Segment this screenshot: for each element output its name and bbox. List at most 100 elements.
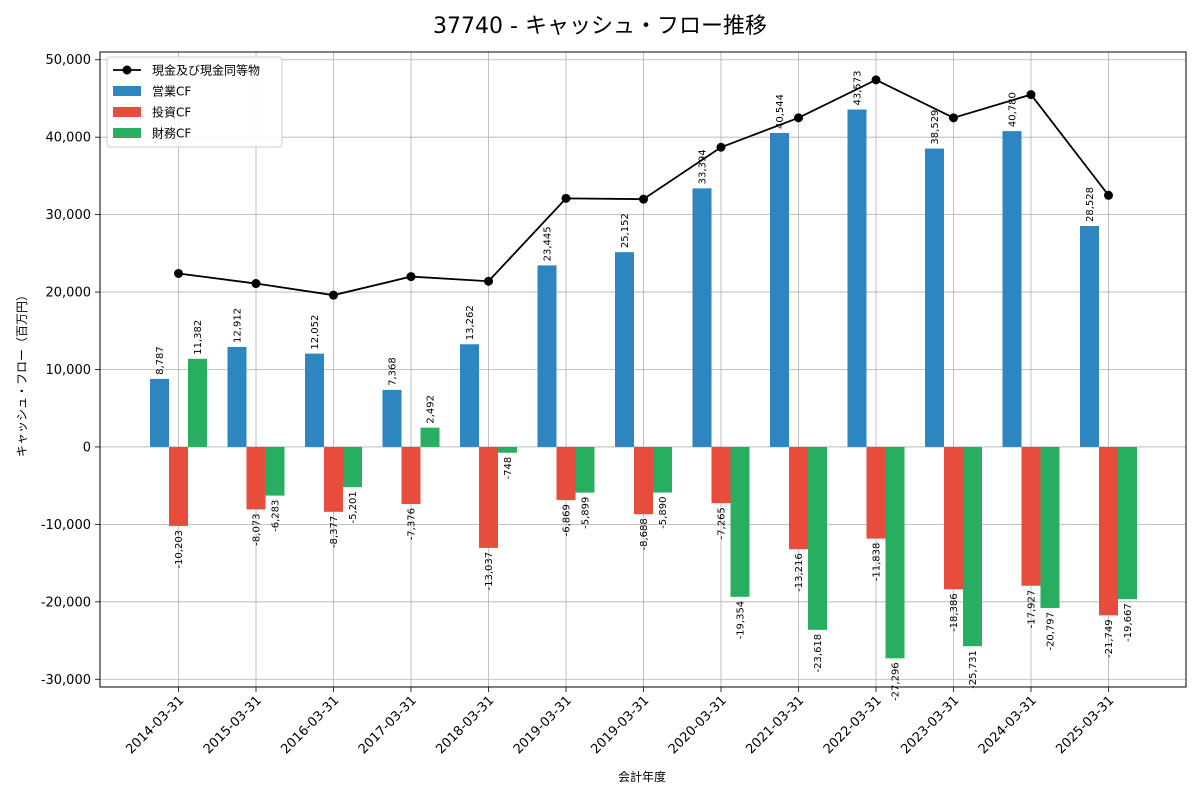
bar-investing-cf [479, 446, 498, 548]
data-label: 38,529 [930, 110, 941, 145]
y-tick-label: -10,000 [41, 518, 91, 533]
data-label: 25,152 [620, 213, 631, 248]
cash-equivalents-point [949, 113, 958, 123]
legend-label: 投資CF [152, 105, 191, 120]
data-label: -5,890 [658, 497, 669, 529]
bar-investing-cf [246, 446, 266, 510]
data-label: -21,749 [1104, 619, 1115, 658]
cash-equivalents-point [174, 268, 183, 278]
data-label: 33,394 [698, 149, 709, 184]
bar-financing-cf [498, 446, 517, 453]
data-label: 7,368 [388, 357, 399, 386]
data-label-layer: 8,787 12,912 12,052 7,368 13,262 23,445 25,152… [155, 71, 1134, 701]
data-label: -6,869 [562, 504, 573, 536]
legend-swatch [113, 107, 141, 117]
data-label: -13,037 [484, 552, 495, 591]
bar-investing-cf [789, 446, 808, 550]
bar-operating-cf [305, 353, 324, 447]
bar-financing-cf [1118, 446, 1137, 600]
legend-swatch-marker [122, 65, 132, 75]
cash-equivalents-point [639, 194, 648, 204]
bar-layer [150, 109, 1137, 659]
legend-label: 財務CF [152, 126, 191, 141]
bar-investing-cf [324, 446, 343, 512]
bar-financing-cf [653, 446, 672, 493]
legend-label: 営業CF [152, 85, 191, 99]
data-label: 2,492 [426, 395, 437, 424]
data-label: -19,354 [736, 601, 747, 640]
legend-label: 現金及び現金同等物 [152, 63, 260, 78]
cash-equivalents-point [484, 276, 493, 286]
y-tick-label: -20,000 [41, 595, 91, 610]
bar-investing-cf [169, 446, 188, 526]
data-label: 11,382 [193, 320, 204, 355]
x-axis-label: 会計年度 [618, 769, 666, 784]
data-label: 23,445 [543, 226, 554, 261]
bar-financing-cf [575, 446, 595, 493]
bar-operating-cf [382, 389, 402, 447]
legend-box [106, 56, 283, 148]
bar-investing-cf [866, 446, 886, 539]
bar-operating-cf [227, 346, 247, 447]
data-label: -5,201 [348, 491, 359, 523]
data-label: -13,216 [794, 553, 805, 592]
bar-investing-cf [944, 446, 963, 590]
data-label: -20,797 [1046, 612, 1057, 651]
y-tick-label: 50,000 [46, 53, 92, 68]
y-tick-label: 0 [83, 440, 91, 455]
y-tick-label: 30,000 [46, 208, 92, 223]
bar-operating-cf [537, 265, 557, 447]
y-tick-label: 10,000 [46, 363, 92, 378]
data-label: -7,376 [407, 508, 418, 540]
bar-operating-cf [1002, 131, 1022, 447]
data-label: 40,780 [1008, 92, 1019, 127]
data-label: -8,377 [329, 516, 340, 548]
data-label: -5,899 [581, 497, 592, 529]
data-label: -8,688 [639, 518, 650, 550]
data-label: 40,544 [775, 94, 786, 129]
bar-financing-cf [963, 446, 982, 647]
y-tick-label: -30,000 [41, 673, 91, 688]
data-label: -18,386 [949, 593, 960, 632]
data-label: -23,618 [813, 634, 824, 673]
data-label: 43,573 [853, 71, 864, 106]
bar-operating-cf [925, 148, 944, 447]
cash-equivalents-point [329, 290, 338, 300]
data-label: -8,073 [252, 513, 263, 545]
bar-operating-cf [615, 252, 634, 447]
y-tick-label: 20,000 [46, 286, 92, 301]
bar-financing-cf [420, 427, 440, 447]
data-label: -10,203 [174, 530, 185, 569]
legend-swatch [113, 86, 141, 96]
chart-title: 37740 - キャッシュ・フロー推移 [433, 14, 767, 39]
bar-investing-cf [556, 446, 576, 501]
bar-investing-cf [1021, 446, 1041, 586]
bar-investing-cf [1099, 446, 1118, 616]
bar-financing-cf [808, 446, 827, 630]
bar-financing-cf [188, 358, 207, 447]
data-label: 12,912 [233, 308, 244, 343]
cash-equivalents-point [561, 193, 571, 203]
bar-investing-cf [634, 446, 653, 515]
data-label: -7,265 [717, 507, 728, 539]
data-label: -27,296 [891, 662, 902, 701]
line-layer [174, 75, 1113, 300]
bar-operating-cf [847, 109, 867, 447]
cash-equivalents-point [794, 113, 803, 123]
bar-financing-cf [730, 446, 750, 597]
bar-investing-cf [711, 446, 731, 504]
bar-operating-cf [150, 378, 169, 447]
bar-operating-cf [460, 344, 479, 447]
data-label: 28,528 [1085, 187, 1096, 222]
data-label: -11,838 [872, 543, 883, 582]
bar-investing-cf [401, 446, 421, 505]
cash-equivalents-point [251, 279, 261, 289]
bar-operating-cf [692, 188, 712, 447]
data-label: -25,731 [968, 650, 979, 689]
data-label: 12,052 [310, 315, 321, 350]
bar-financing-cf [265, 446, 285, 496]
y-tick-label: 40,000 [46, 131, 92, 146]
